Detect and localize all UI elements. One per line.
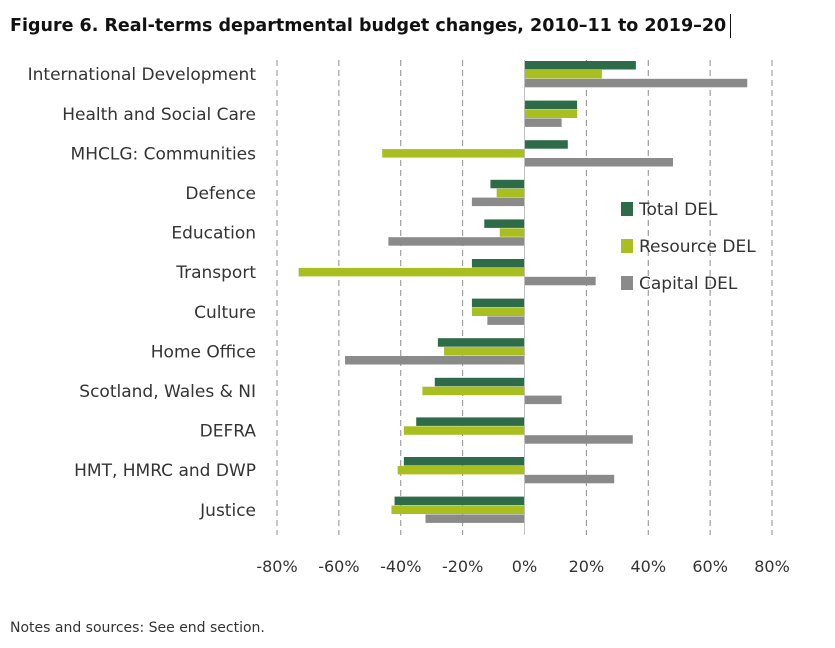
bar-resource-del [397,465,525,475]
bar-capital-del [388,237,525,246]
x-tick-labels: -80% -60% -40% -20% 0% 20% 40% 60% 80% [256,557,789,576]
bar-total-del [434,377,525,387]
legend-label: Total DEL [638,200,718,220]
category-labels: International Development Health and Soci… [28,65,257,521]
bar-capital-del [524,435,633,444]
x-tick-label: -20% [442,557,483,576]
bar-total-del [524,140,568,149]
bar-resource-del [471,307,525,316]
bar-capital-del [425,514,525,523]
figure-title: Figure 6. Real-terms departmental budget… [10,14,732,38]
bar-resource-del [496,188,525,198]
bar-capital-del [524,78,748,88]
bar-total-del [490,179,525,189]
bar-capital-del [524,158,673,167]
bar-resource-del [499,228,525,237]
bars [298,61,748,523]
bar-resource-del [444,347,525,356]
category-label: Scotland, Wales & NI [79,382,256,402]
bar-total-del [394,496,525,506]
bar-capital-del [524,118,562,127]
legend-swatch [621,239,633,253]
category-label: Defence [185,184,256,204]
bar-total-del [416,417,525,426]
bar-capital-del [471,197,525,207]
category-label: HMT, HMRC and DWP [74,461,256,481]
x-tick-label: -80% [256,557,297,576]
x-tick-label: 20% [569,557,605,576]
bar-total-del [471,298,525,308]
bar-total-del [437,338,525,347]
category-label: International Development [28,65,257,85]
bar-capital-del [487,316,525,325]
x-tick-label: -60% [318,557,359,576]
category-label: MHCLG: Communities [71,144,257,164]
bar-total-del [524,61,636,70]
bar-capital-del [345,356,525,365]
category-label: Education [171,224,256,244]
legend-swatch [621,276,633,290]
bar-resource-del [422,386,525,396]
category-label: DEFRA [200,422,257,442]
x-tick-label: 40% [630,557,666,576]
notes-text: Notes and sources: See end section. [10,620,265,636]
bar-resource-del [403,426,525,435]
x-tick-label: 0% [512,557,537,576]
bar-total-del [403,457,525,466]
category-label: Justice [199,501,256,521]
bar-resource-del [524,109,578,118]
bar-resource-del [382,149,525,158]
bar-capital-del [524,276,596,286]
x-tick-label: 80% [754,557,790,576]
category-label: Health and Social Care [62,105,256,125]
bar-capital-del [524,395,562,405]
category-label: Transport [175,263,256,283]
legend: Total DEL Resource DEL Capital DEL [621,200,756,294]
category-label: Home Office [151,342,256,362]
bar-total-del [471,259,525,268]
category-label: Culture [194,303,256,323]
bar-total-del [484,219,525,228]
x-tick-label: -40% [380,557,421,576]
bar-total-del [524,100,578,110]
legend-label: Resource DEL [639,237,756,257]
legend-label: Capital DEL [639,274,738,294]
gridlines [276,60,773,535]
bar-resource-del [391,505,525,514]
x-tick-label: 60% [692,557,728,576]
bar-capital-del [524,474,615,484]
bar-resource-del [524,69,602,79]
legend-swatch [621,202,633,216]
bar-resource-del [298,267,525,277]
